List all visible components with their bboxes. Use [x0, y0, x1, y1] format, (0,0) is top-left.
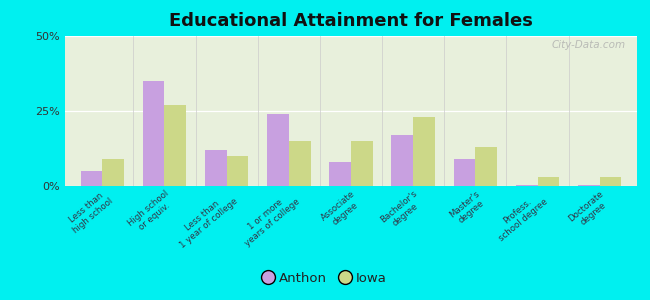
Bar [475, 147, 497, 186]
Bar [164, 105, 187, 186]
Text: City-Data.com: City-Data.com [551, 40, 625, 50]
Bar [267, 114, 289, 186]
Bar [289, 141, 311, 186]
Bar [81, 171, 102, 186]
Bar [515, 184, 538, 186]
Bar [454, 159, 475, 186]
Bar [600, 177, 621, 186]
Bar [413, 117, 435, 186]
Bar [102, 159, 124, 186]
Bar [578, 184, 600, 186]
Bar [538, 177, 559, 186]
Legend: Anthon, Iowa: Anthon, Iowa [258, 266, 392, 290]
Bar [205, 150, 227, 186]
Title: Educational Attainment for Females: Educational Attainment for Females [169, 12, 533, 30]
Bar [143, 81, 164, 186]
Bar [351, 141, 372, 186]
Bar [227, 156, 248, 186]
Bar [391, 135, 413, 186]
Bar [330, 162, 351, 186]
